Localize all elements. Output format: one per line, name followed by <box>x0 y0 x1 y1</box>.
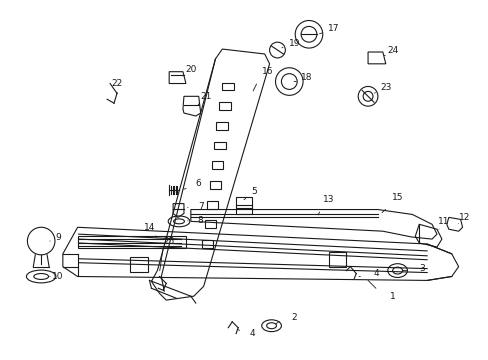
Text: 1: 1 <box>389 292 395 301</box>
Text: 16: 16 <box>262 67 273 76</box>
Text: 9: 9 <box>55 233 61 242</box>
Text: 4: 4 <box>372 269 378 278</box>
Bar <box>216 122 228 130</box>
Text: 24: 24 <box>386 45 398 54</box>
Text: 5: 5 <box>250 187 256 196</box>
Text: 25: 25 <box>163 237 175 246</box>
Bar <box>236 197 251 215</box>
Bar <box>328 252 346 267</box>
Text: 8: 8 <box>198 216 203 225</box>
Bar <box>129 257 147 271</box>
Text: 20: 20 <box>185 65 196 74</box>
Text: 11: 11 <box>437 217 448 226</box>
Text: 23: 23 <box>379 83 391 92</box>
Text: 3: 3 <box>419 264 424 273</box>
Text: 19: 19 <box>288 39 299 48</box>
Text: 14: 14 <box>143 223 155 232</box>
Bar <box>204 220 216 228</box>
Bar <box>211 161 223 169</box>
Text: 12: 12 <box>458 213 469 222</box>
Text: 21: 21 <box>200 92 211 101</box>
Bar <box>214 141 226 149</box>
Text: 13: 13 <box>322 195 334 204</box>
Text: 22: 22 <box>111 79 122 88</box>
Text: 10: 10 <box>52 272 63 281</box>
Text: 7: 7 <box>198 202 203 211</box>
Bar <box>219 102 231 110</box>
Text: 18: 18 <box>301 73 312 82</box>
Text: 6: 6 <box>195 179 201 188</box>
Text: 2: 2 <box>291 313 296 322</box>
Text: 4: 4 <box>248 329 254 338</box>
Bar <box>222 82 234 90</box>
Bar <box>206 201 218 208</box>
Text: 15: 15 <box>391 193 403 202</box>
Text: 17: 17 <box>327 24 339 33</box>
Bar <box>201 240 213 248</box>
Bar <box>78 236 185 248</box>
Bar <box>209 181 221 189</box>
